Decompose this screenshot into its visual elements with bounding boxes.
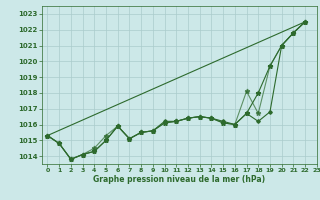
X-axis label: Graphe pression niveau de la mer (hPa): Graphe pression niveau de la mer (hPa)	[93, 175, 265, 184]
